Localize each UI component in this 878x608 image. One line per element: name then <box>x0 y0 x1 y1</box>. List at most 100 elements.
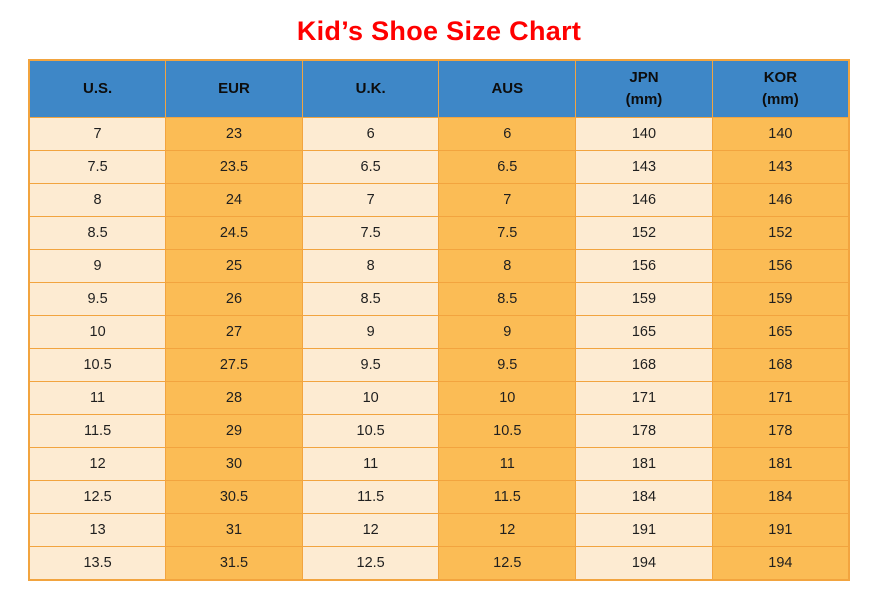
column-header-kor: KOR (mm) <box>711 59 850 118</box>
table-cell-eur: 24 <box>165 183 303 217</box>
table-cell-uk: 12.5 <box>301 546 440 581</box>
table-cell-jpn: 146 <box>575 183 713 217</box>
table-cell-jpn: 156 <box>575 249 713 283</box>
table-row: 8.5 24.5 7.5 7.5 152 152 <box>28 216 850 250</box>
table-cell-eur: 31.5 <box>165 546 303 581</box>
table-cell-aus: 11 <box>438 447 577 481</box>
table-cell-kor: 181 <box>711 447 850 481</box>
table-cell-eur: 29 <box>165 414 303 448</box>
table-cell-eur: 24.5 <box>165 216 303 250</box>
table-cell-eur: 31 <box>165 513 303 547</box>
table-cell-aus: 6.5 <box>438 150 577 184</box>
table-cell-kor: 184 <box>711 480 850 514</box>
table-cell-jpn: 165 <box>575 315 713 349</box>
table-cell-uk: 10.5 <box>301 414 440 448</box>
table-cell-aus: 11.5 <box>438 480 577 514</box>
table-cell-jpn: 159 <box>575 282 713 316</box>
table-cell-us: 9 <box>28 249 167 283</box>
table-cell-kor: 140 <box>711 117 850 151</box>
table-cell-eur: 25 <box>165 249 303 283</box>
table-cell-uk: 7 <box>301 183 440 217</box>
table-cell-us: 8.5 <box>28 216 167 250</box>
table-cell-uk: 11 <box>301 447 440 481</box>
table-cell-eur: 26 <box>165 282 303 316</box>
table-cell-aus: 7 <box>438 183 577 217</box>
table-cell-us: 11 <box>28 381 167 415</box>
table-cell-aus: 10.5 <box>438 414 577 448</box>
table-cell-kor: 159 <box>711 282 850 316</box>
table-cell-kor: 194 <box>711 546 850 581</box>
column-header-jpn: JPN (mm) <box>575 59 713 118</box>
table-cell-uk: 10 <box>301 381 440 415</box>
table-cell-aus: 12.5 <box>438 546 577 581</box>
table-cell-aus: 12 <box>438 513 577 547</box>
table-cell-eur: 27.5 <box>165 348 303 382</box>
page-title: Kid’s Shoe Size Chart <box>296 16 582 46</box>
table-row: 13 31 12 12 191 191 <box>28 513 850 547</box>
column-header-eur: EUR <box>165 59 303 118</box>
table-cell-aus: 8 <box>438 249 577 283</box>
table-row: 12 30 11 11 181 181 <box>28 447 850 481</box>
table-cell-kor: 178 <box>711 414 850 448</box>
table-row: 12.5 30.5 11.5 11.5 184 184 <box>28 480 850 514</box>
column-header-unit: (mm) <box>625 91 663 108</box>
table-cell-aus: 9.5 <box>438 348 577 382</box>
table-cell-kor: 143 <box>711 150 850 184</box>
table-row: 7 23 6 6 140 140 <box>28 117 850 151</box>
shoe-size-table: U.S. EUR U.K. AUS JPN (mm) KOR (mm) 7 23 6 6 140 140… <box>28 59 850 581</box>
table-cell-aus: 6 <box>438 117 577 151</box>
table-cell-us: 13.5 <box>28 546 167 581</box>
table-row: 11.5 29 10.5 10.5 178 178 <box>28 414 850 448</box>
table-cell-jpn: 184 <box>575 480 713 514</box>
table-cell-uk: 12 <box>301 513 440 547</box>
column-header-label: AUS <box>491 80 524 98</box>
table-cell-uk: 6 <box>301 117 440 151</box>
table-cell-eur: 28 <box>165 381 303 415</box>
table-cell-uk: 8.5 <box>301 282 440 316</box>
table-cell-us: 12 <box>28 447 167 481</box>
table-cell-us: 9.5 <box>28 282 167 316</box>
table-cell-aus: 10 <box>438 381 577 415</box>
table-cell-eur: 30 <box>165 447 303 481</box>
table-cell-jpn: 168 <box>575 348 713 382</box>
column-header-label: JPN <box>629 69 659 87</box>
table-cell-us: 10 <box>28 315 167 349</box>
table-cell-kor: 146 <box>711 183 850 217</box>
table-cell-eur: 30.5 <box>165 480 303 514</box>
table-cell-kor: 156 <box>711 249 850 283</box>
table-row: 9 25 8 8 156 156 <box>28 249 850 283</box>
table-cell-kor: 191 <box>711 513 850 547</box>
table-cell-uk: 7.5 <box>301 216 440 250</box>
table-cell-jpn: 194 <box>575 546 713 581</box>
table-cell-us: 13 <box>28 513 167 547</box>
table-row: 11 28 10 10 171 171 <box>28 381 850 415</box>
column-header-unit: (mm) <box>762 91 799 108</box>
table-cell-eur: 23.5 <box>165 150 303 184</box>
table-cell-jpn: 140 <box>575 117 713 151</box>
table-cell-us: 8 <box>28 183 167 217</box>
table-header: U.S. EUR U.K. AUS JPN (mm) KOR (mm) <box>28 59 850 118</box>
table-cell-us: 7.5 <box>28 150 167 184</box>
table-row: 13.5 31.5 12.5 12.5 194 194 <box>28 546 850 581</box>
table-cell-uk: 8 <box>301 249 440 283</box>
table-cell-jpn: 178 <box>575 414 713 448</box>
table-cell-kor: 168 <box>711 348 850 382</box>
table-cell-jpn: 152 <box>575 216 713 250</box>
table-cell-eur: 23 <box>165 117 303 151</box>
column-header-label: U.S. <box>82 80 113 98</box>
table-cell-kor: 165 <box>711 315 850 349</box>
table-cell-jpn: 181 <box>575 447 713 481</box>
table-cell-jpn: 191 <box>575 513 713 547</box>
table-cell-us: 12.5 <box>28 480 167 514</box>
table-row: 10.5 27.5 9.5 9.5 168 168 <box>28 348 850 382</box>
table-body: 7 23 6 6 140 140 7.5 23.5 6.5 6.5 143 143 8 24 7 7 146 14… <box>28 117 850 581</box>
column-header-uk: U.K. <box>301 59 440 118</box>
header-row: U.S. EUR U.K. AUS JPN (mm) KOR (mm) <box>28 59 850 118</box>
table-row: 9.5 26 8.5 8.5 159 159 <box>28 282 850 316</box>
table-row: 8 24 7 7 146 146 <box>28 183 850 217</box>
column-header-label: EUR <box>218 80 250 98</box>
table-cell-us: 11.5 <box>28 414 167 448</box>
table-cell-eur: 27 <box>165 315 303 349</box>
table-cell-kor: 171 <box>711 381 850 415</box>
